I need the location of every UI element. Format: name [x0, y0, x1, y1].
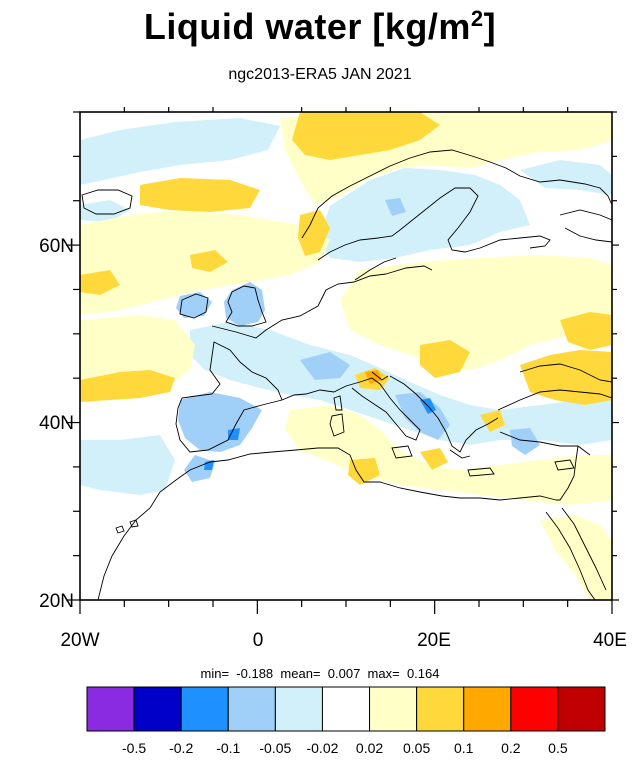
stats-line: min= -0.188 mean= 0.007 max= 0.164 [200, 666, 440, 681]
colorbar-label: -0.05 [259, 740, 291, 756]
colorbar-swatch [86, 686, 135, 732]
colorbar-label: -0.1 [216, 740, 240, 756]
x-tick-label: 40E [593, 630, 627, 651]
colorbar-label: -0.5 [122, 740, 146, 756]
colorbar-swatch [274, 686, 323, 732]
y-tick-label: 60N [39, 236, 74, 257]
coastlines [81, 149, 612, 600]
colorbar-label: 0.5 [548, 740, 568, 756]
colorbar-swatch [227, 686, 276, 732]
colorbar-swatch [133, 686, 182, 732]
colorbar-swatch [416, 686, 465, 732]
colorbar-swatch [463, 686, 512, 732]
colorbar-swatch [369, 686, 418, 732]
colorbar-label: -0.2 [169, 740, 193, 756]
y-axis-labels: 60N 40N 20N [39, 236, 74, 612]
colorbar-label: 0.1 [454, 740, 474, 756]
colorbar-swatch [557, 686, 606, 732]
colorbar-swatch [180, 686, 229, 732]
x-tick-label: 0 [253, 630, 264, 651]
x-axis-labels: 20W 0 20E 40E [60, 630, 626, 651]
map-title: Liquid water [kg/m2] [143, 6, 497, 47]
colorbar-label: 0.2 [501, 740, 521, 756]
x-tick-label: 20E [417, 630, 451, 651]
colorbar-label: -0.02 [306, 740, 338, 756]
axis-ticks [66, 107, 619, 614]
map-subtitle: ngc2013-ERA5 JAN 2021 [228, 66, 412, 83]
data-field [80, 112, 612, 600]
colorbar-label: 0.05 [403, 740, 430, 756]
colorbar-swatch [510, 686, 559, 732]
colorbar-label: 0.02 [356, 740, 383, 756]
colorbar: -0.5 -0.2 -0.1 -0.05 -0.02 0.02 0.05 0.1 0.2 0.5 [86, 686, 606, 756]
x-tick-label: 20W [60, 630, 99, 651]
y-tick-label: 20N [39, 591, 74, 612]
y-tick-label: 40N [39, 413, 74, 434]
colorbar-swatch [321, 686, 371, 732]
